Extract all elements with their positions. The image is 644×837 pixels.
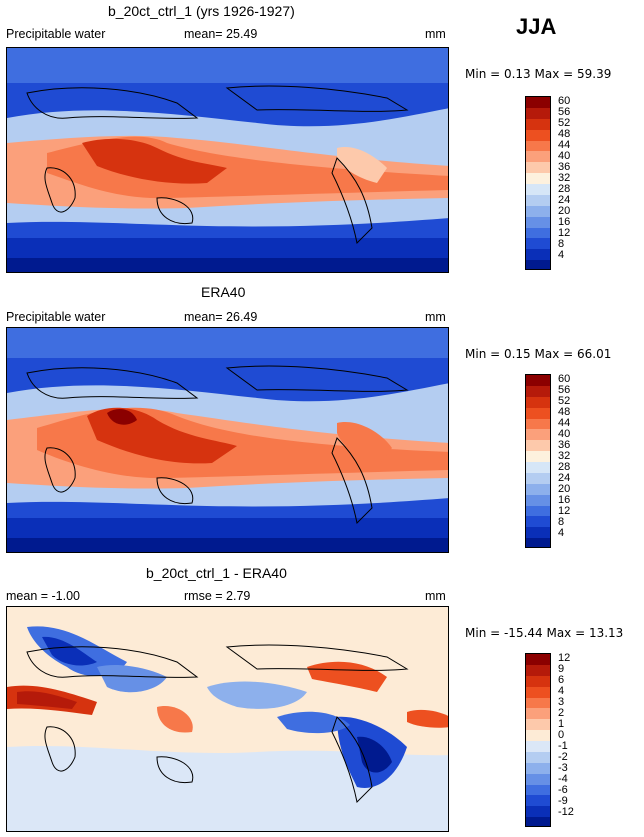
colorbar-tick: 32 — [558, 450, 571, 462]
panel1-minmax: Min = 0.13 Max = 59.39 — [465, 67, 612, 81]
colorbar-tick: 56 — [558, 384, 571, 396]
colorbar-tick: 24 — [558, 472, 571, 484]
colorbar-tick: 12 — [558, 505, 571, 517]
panel2-units: mm — [425, 310, 446, 324]
colorbar-tick: 20 — [558, 483, 571, 495]
colorbar-tick: 36 — [558, 439, 571, 451]
colorbar-tick: 52 — [558, 395, 571, 407]
colorbar-tick: 2 — [558, 707, 565, 719]
colorbar-tick: -6 — [558, 784, 568, 796]
colorbar-tick: 40 — [558, 150, 571, 162]
panel2-minmax: Min = 0.15 Max = 66.01 — [465, 347, 612, 361]
panel2-map — [6, 327, 449, 553]
panel2-mean: mean= 26.49 — [184, 310, 258, 324]
colorbar-tick: 44 — [558, 417, 571, 429]
colorbar-tick: 52 — [558, 117, 571, 129]
colorbar-tick: 4 — [558, 249, 565, 261]
colorbar-tick: -4 — [558, 773, 568, 785]
colorbar-tick: 16 — [558, 494, 571, 506]
colorbar-tick: 3 — [558, 696, 565, 708]
colorbar-tick: -2 — [558, 751, 568, 763]
colorbar-tick: 40 — [558, 428, 571, 440]
panel1-field — [7, 48, 448, 272]
panel3-units: mm — [425, 589, 446, 603]
colorbar-tick: 4 — [558, 685, 565, 697]
panel1-mean: mean= 25.49 — [184, 27, 258, 41]
panel2-colorbar — [525, 374, 551, 548]
colorbar-tick: -12 — [558, 806, 574, 818]
colorbar-tick: 44 — [558, 139, 571, 151]
panel3-map — [6, 606, 449, 832]
colorbar-tick: 1 — [558, 718, 565, 730]
panel3-rmse: rmse = 2.79 — [184, 589, 251, 603]
panel2-var-label: Precipitable water — [6, 310, 106, 324]
panel1-title: b_20ct_ctrl_1 (yrs 1926-1927) — [108, 3, 295, 19]
panel2-field — [7, 328, 448, 552]
colorbar-tick: 12 — [558, 227, 571, 239]
panel1-units: mm — [425, 27, 446, 41]
panel1-colorbar — [525, 96, 551, 270]
colorbar-tick: 48 — [558, 128, 571, 140]
panel1-map — [6, 47, 449, 273]
colorbar-tick: 48 — [558, 406, 571, 418]
colorbar-tick: 9 — [558, 663, 565, 675]
colorbar-tick: 60 — [558, 95, 571, 107]
colorbar-tick: 20 — [558, 205, 571, 217]
panel2-title: ERA40 — [201, 284, 246, 300]
colorbar-tick: 32 — [558, 172, 571, 184]
panel3-field — [7, 607, 448, 831]
colorbar-tick: 36 — [558, 161, 571, 173]
colorbar-tick: 16 — [558, 216, 571, 228]
colorbar-tick: 0 — [558, 729, 565, 741]
panel3-colorbar — [525, 653, 551, 827]
colorbar-tick: 28 — [558, 461, 571, 473]
colorbar-tick: 28 — [558, 183, 571, 195]
colorbar-tick: -3 — [558, 762, 568, 774]
colorbar-tick: 24 — [558, 194, 571, 206]
panel3-minmax: Min = -15.44 Max = 13.13 — [465, 626, 624, 640]
colorbar-tick: -9 — [558, 795, 568, 807]
season-label: JJA — [516, 14, 557, 39]
panel3-mean: mean = -1.00 — [6, 589, 81, 603]
colorbar-tick: 6 — [558, 674, 565, 686]
panel3-title: b_20ct_ctrl_1 - ERA40 — [146, 565, 287, 581]
colorbar-tick: 4 — [558, 527, 565, 539]
colorbar-tick: 12 — [558, 652, 571, 664]
colorbar-tick: 60 — [558, 373, 571, 385]
panel1-var-label: Precipitable water — [6, 27, 106, 41]
colorbar-tick: 8 — [558, 238, 565, 250]
colorbar-tick: 56 — [558, 106, 571, 118]
colorbar-tick: 8 — [558, 516, 565, 528]
colorbar-tick: -1 — [558, 740, 568, 752]
